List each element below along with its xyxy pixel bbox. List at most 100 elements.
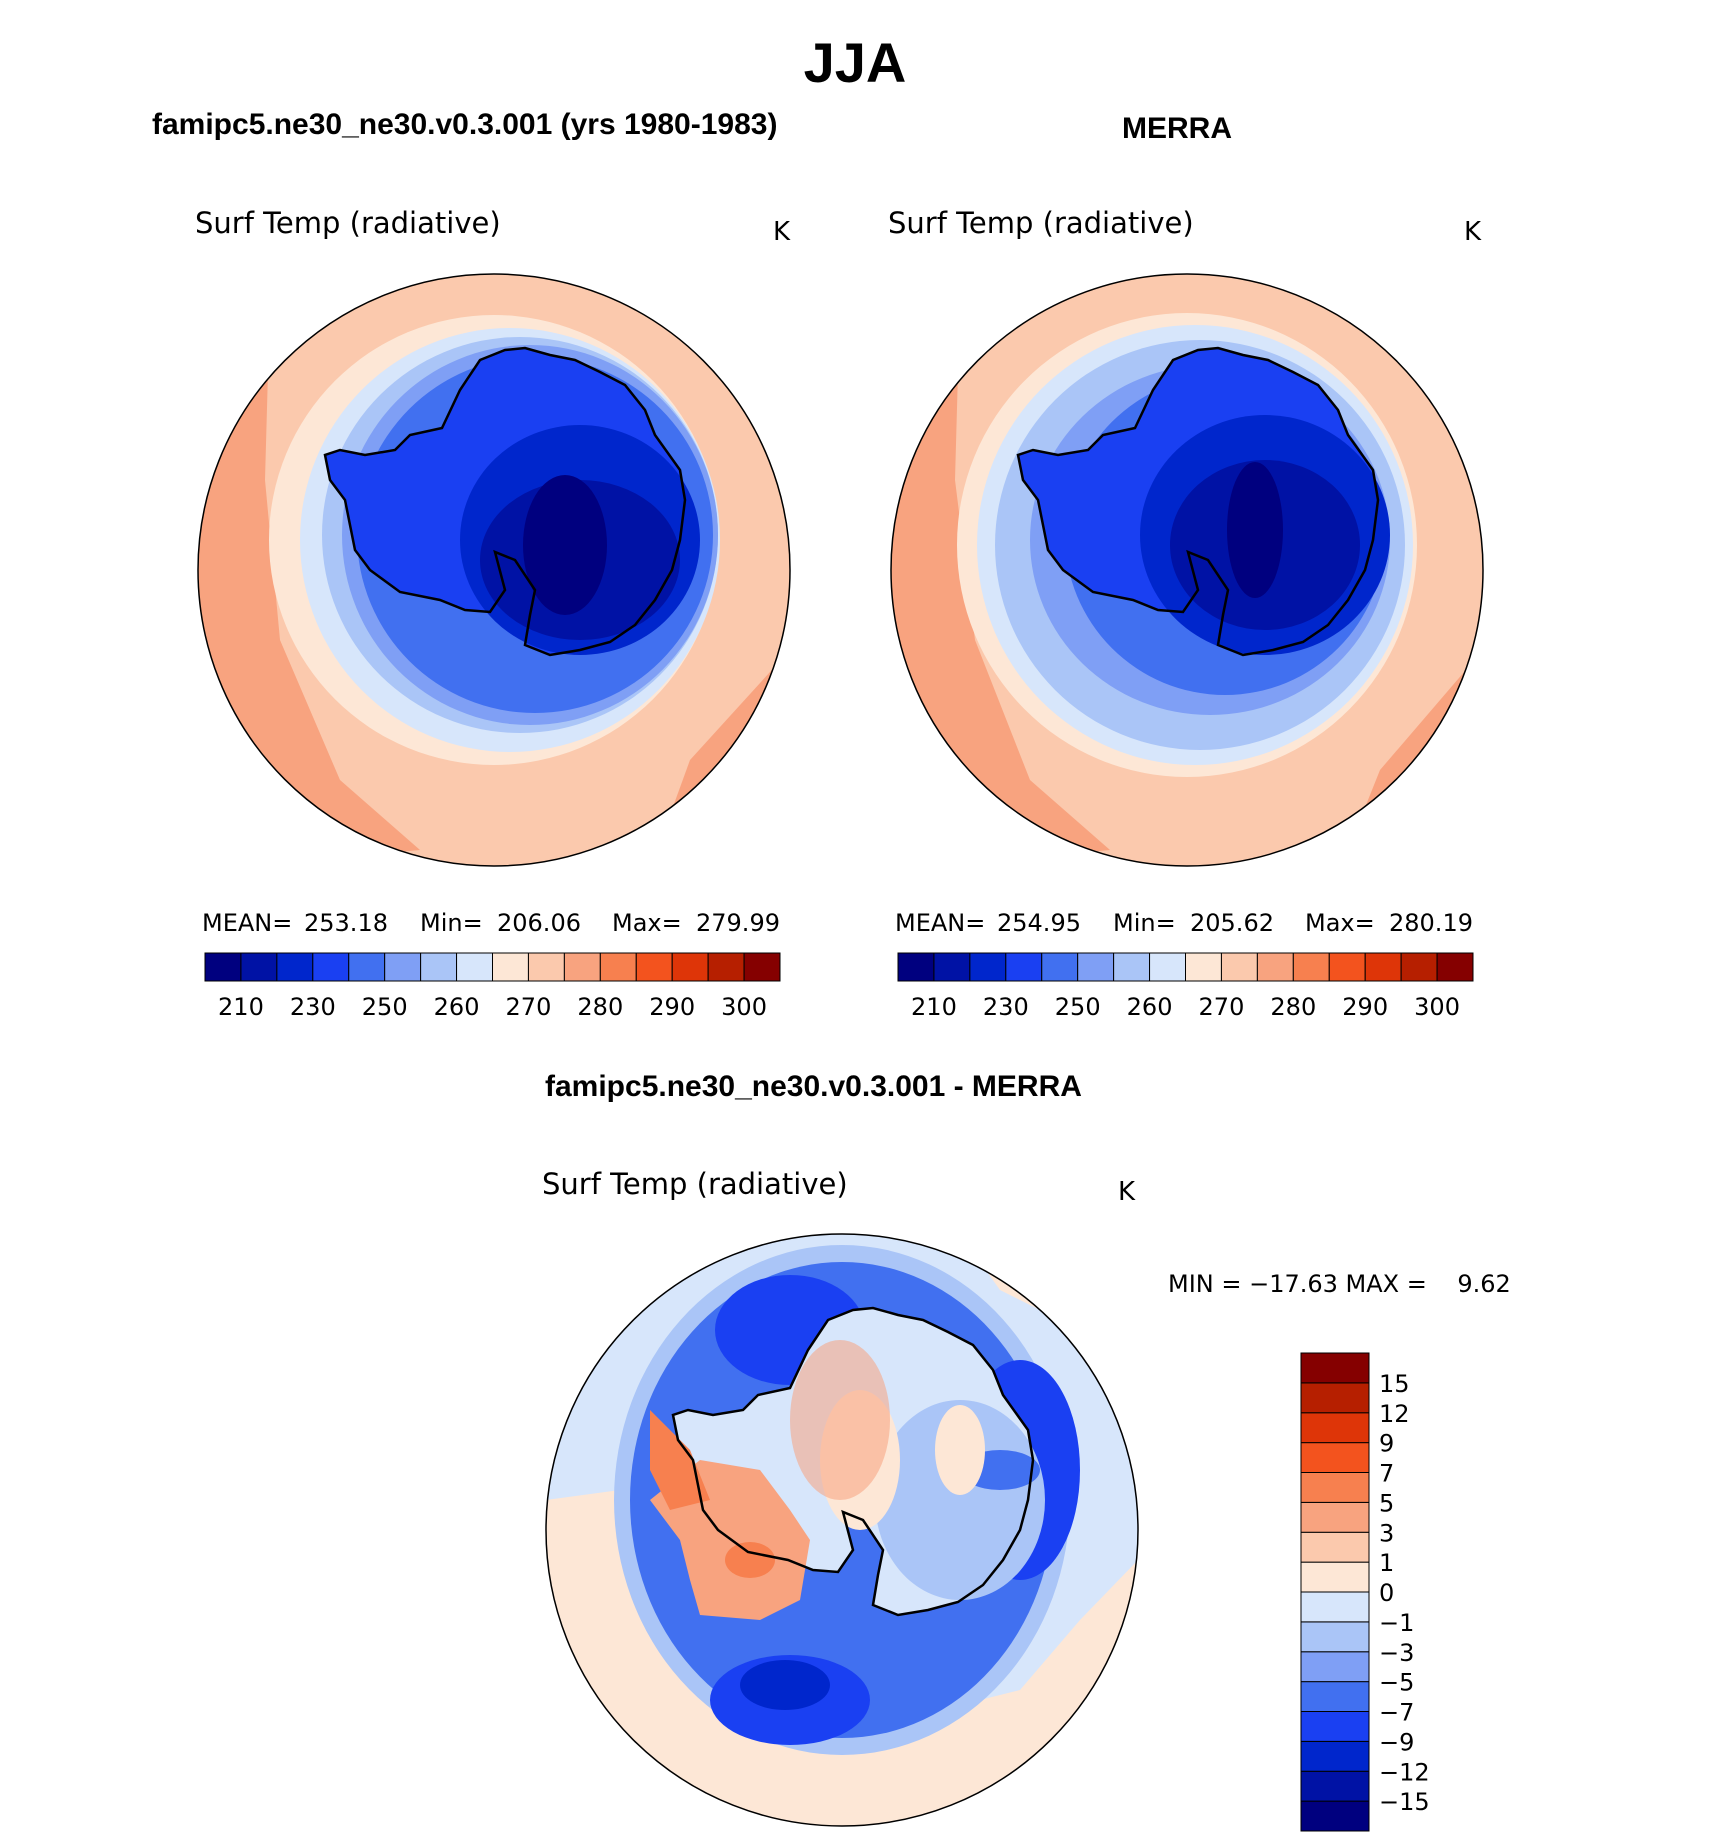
panel-3-colorbar-swatch <box>1300 1412 1370 1444</box>
panel-2-colorbar-swatch <box>1436 952 1474 982</box>
panel-1-colorbar-swatch <box>384 952 422 982</box>
panel-1-variable: Surf Temp (radiative) <box>195 206 501 240</box>
panel-2-colorbar-swatch <box>1041 952 1079 982</box>
panel-2-colorbar-swatch <box>1005 952 1043 982</box>
panel-2-header: MERRA <box>1122 112 1232 145</box>
panel-2-colorbar-swatch <box>1364 952 1402 982</box>
panel-2-colorbar-swatch <box>1256 952 1294 982</box>
panel-1-colorbar-swatch <box>527 952 565 982</box>
panel-2-colorbar-swatch <box>1292 952 1330 982</box>
panel-2-colorbar-tick-label: 280 <box>1270 993 1316 1021</box>
panel-1-max-label: Max= <box>612 909 682 937</box>
panel-3-colorbar-tick-label: −1 <box>1379 1609 1414 1637</box>
panel-3-colorbar-tick-label: −9 <box>1379 1728 1414 1756</box>
panel-3-colorbar-tick-label: 15 <box>1379 1370 1410 1398</box>
panel-3-colorbar-swatch <box>1300 1651 1370 1683</box>
panel-3-colorbar-tick-label: 0 <box>1379 1579 1394 1607</box>
panel-1-colorbar-swatch <box>743 952 781 982</box>
panel-2-colorbar-tick-label: 290 <box>1342 993 1388 1021</box>
panel-1-min-label: Min= <box>420 909 483 937</box>
panel-1-mean-label: MEAN= <box>202 909 292 937</box>
panel-3-colorbar-swatch <box>1300 1740 1370 1772</box>
panel-1-colorbar-swatch <box>204 952 242 982</box>
panel-1-map <box>197 273 791 867</box>
panel-1-colorbar-tick-label: 230 <box>290 993 336 1021</box>
panel-3-colorbar-swatch <box>1300 1352 1370 1384</box>
panel-2-colorbar-tick-label: 300 <box>1414 993 1460 1021</box>
panel-1-colorbar-swatch <box>456 952 493 982</box>
panel-1-colorbar-tick-label: 250 <box>362 993 408 1021</box>
panel-2-units: K <box>1464 217 1482 247</box>
panel-3-colorbar-tick-label: 12 <box>1379 1400 1410 1428</box>
panel-3-colorbar-swatch <box>1300 1681 1370 1712</box>
panel-1-colorbar-swatch <box>240 952 278 982</box>
panel-2-colorbar: 210 230 250 260 270 280 290 300 <box>897 952 1474 1021</box>
panel-3-header: famipc5.ne30_ne30.v0.3.001 - MERRA <box>545 1070 1082 1103</box>
panel-3-colorbar-swatch <box>1300 1442 1370 1473</box>
panel-2-colorbar-tick-label: 210 <box>911 993 957 1021</box>
panel-2-map <box>890 273 1484 867</box>
panel-2-max: 280.19 <box>1389 909 1473 937</box>
panel-1-colorbar-swatch <box>276 952 314 982</box>
panel-1-colorbar-tick-label: 280 <box>577 993 623 1021</box>
panel-1-colorbar-tick-label: 300 <box>721 993 767 1021</box>
panel-3-colorbar-tick-label: −5 <box>1379 1669 1414 1697</box>
panel-1-colorbar-swatch <box>420 952 458 982</box>
panel-2-variable: Surf Temp (radiative) <box>888 206 1194 240</box>
panel-3-colorbar-tick-label: −12 <box>1379 1758 1430 1786</box>
panel-3-colorbar-swatch <box>1300 1770 1370 1802</box>
panel-3-minmax: MIN = −17.63 MAX = 9.62 <box>1168 1270 1511 1298</box>
panel-2-colorbar-swatch <box>1328 952 1366 982</box>
panel-3-map <box>545 1233 1139 1827</box>
panel-1-colorbar-swatch <box>707 952 745 982</box>
panel-3-colorbar-swatch <box>1300 1382 1370 1414</box>
panel-3-colorbar-tick-label: 9 <box>1379 1430 1394 1458</box>
panel-3-colorbar-tick-label: −7 <box>1379 1699 1414 1727</box>
panel-2-colorbar-swatch <box>1185 952 1222 982</box>
panel-3-variable: Surf Temp (radiative) <box>542 1167 848 1201</box>
panel-3-colorbar-swatch <box>1300 1561 1370 1593</box>
panel-1-colorbar-tick-label: 290 <box>649 993 695 1021</box>
panel-1-colorbar-tick-label: 260 <box>434 993 480 1021</box>
panel-2-colorbar-swatch <box>897 952 935 982</box>
panel-3-colorbar-tick-label: −3 <box>1379 1639 1414 1667</box>
panel-2-colorbar-swatch <box>1220 952 1258 982</box>
panel-3-units: K <box>1118 1177 1136 1207</box>
panel-3-colorbar-tick-label: 1 <box>1379 1549 1394 1577</box>
panel-2-colorbar-swatch <box>933 952 971 982</box>
panel-1-colorbar-swatch <box>635 952 673 982</box>
panel-3-colorbar-tick-label: 5 <box>1379 1489 1394 1517</box>
panel-3-colorbar-swatch <box>1300 1472 1370 1503</box>
panel-3-colorbar-swatch <box>1300 1711 1370 1742</box>
panel-2-colorbar-swatch <box>1077 952 1115 982</box>
panel-3-colorbar-tick-label: −15 <box>1379 1788 1430 1816</box>
panel-2-mean-label: MEAN= <box>895 909 985 937</box>
panel-2-colorbar-swatch <box>1113 952 1151 982</box>
panel-2-colorbar-tick-label: 250 <box>1055 993 1101 1021</box>
panel-2-colorbar-tick-label: 270 <box>1199 993 1245 1021</box>
panel-1-colorbar-swatch <box>492 952 529 982</box>
panel-3-colorbar-tick-label: 7 <box>1379 1460 1394 1488</box>
panel-2-max-label: Max= <box>1305 909 1375 937</box>
panel-3-colorbar-tick-label: 3 <box>1379 1519 1394 1547</box>
panel-2-colorbar-tick-label: 230 <box>983 993 1029 1021</box>
panel-1-colorbar-swatch <box>563 952 601 982</box>
panel-3-colorbar-swatch <box>1300 1591 1370 1623</box>
panel-2-colorbar-tick-label: 260 <box>1127 993 1173 1021</box>
panel-1-colorbar-swatch <box>599 952 637 982</box>
panel-1-colorbar-swatch <box>671 952 709 982</box>
figure-title: JJA <box>803 31 907 94</box>
panel-1-colorbar: 210 230 250 260 270 280 290 300 <box>204 952 781 1021</box>
panel-3-colorbar-swatch <box>1300 1800 1370 1832</box>
panel-2-min-label: Min= <box>1113 909 1176 937</box>
panel-2-min: 205.62 <box>1190 909 1274 937</box>
panel-1-colorbar-tick-label: 270 <box>506 993 552 1021</box>
panel-2-colorbar-swatch <box>1149 952 1186 982</box>
panel-1-min: 206.06 <box>497 909 581 937</box>
panel-2-colorbar-swatch <box>1400 952 1438 982</box>
panel-1-colorbar-tick-label: 210 <box>218 993 264 1021</box>
panel-1-colorbar-swatch <box>348 952 386 982</box>
panel-1-header: famipc5.ne30_ne30.v0.3.001 (yrs 1980-198… <box>152 108 778 141</box>
panel-2-mean: 254.95 <box>997 909 1081 937</box>
